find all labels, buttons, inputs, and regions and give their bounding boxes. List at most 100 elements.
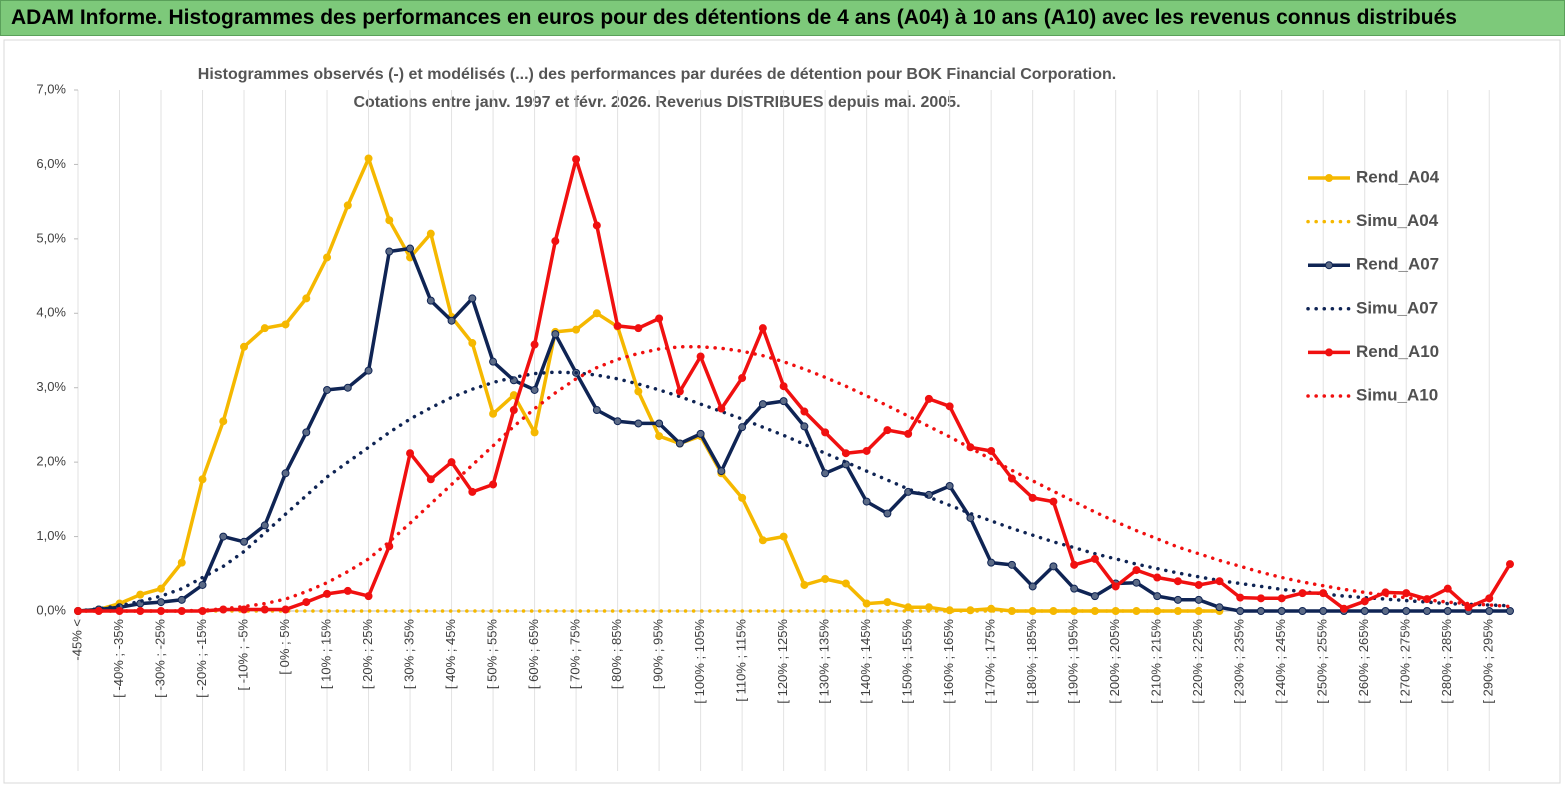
x-tick-label: [ 240% ; 245% (1273, 619, 1288, 704)
data-point (1360, 607, 1369, 615)
data-point (634, 324, 643, 333)
data-point (1007, 474, 1016, 483)
x-tick-label: [ -10% ; -5% (235, 619, 250, 691)
x-tick-label: [ 270% ; 275% (1398, 619, 1413, 704)
data-point (302, 428, 311, 437)
data-point (821, 574, 830, 583)
data-point (862, 497, 871, 506)
data-point (592, 309, 601, 318)
series-line (76, 345, 1512, 613)
x-tick-label: [ 70% ; 75% (568, 619, 583, 690)
x-tick-label: [ 120% ; 125% (775, 619, 790, 704)
data-point (1485, 594, 1494, 603)
x-tick-label: [ 190% ; 195% (1066, 619, 1081, 704)
data-point (468, 487, 477, 496)
data-point (883, 426, 892, 435)
data-point (447, 458, 456, 467)
data-point (738, 423, 747, 432)
data-point (1194, 580, 1203, 589)
data-point (675, 387, 684, 396)
x-tick-label: [ 180% ; 185% (1024, 619, 1039, 704)
data-point (1506, 560, 1514, 569)
data-point (364, 592, 373, 601)
data-point (1090, 554, 1099, 563)
data-point (1319, 607, 1328, 615)
data-point (260, 324, 269, 333)
data-point (1443, 607, 1452, 615)
x-tick-label: -45% < (69, 619, 84, 661)
data-point (1153, 573, 1162, 582)
data-point (1298, 607, 1307, 615)
data-point (904, 429, 913, 438)
legend-marker (1325, 261, 1333, 270)
data-point (821, 469, 830, 478)
data-point (426, 475, 435, 484)
data-point (841, 579, 850, 588)
data-point (426, 229, 435, 238)
data-point (323, 385, 332, 394)
legend-label: Rend_A04 (1356, 167, 1440, 186)
x-tick-label: [ 110% ; 115% (734, 619, 749, 702)
data-point (1298, 589, 1307, 598)
data-point (862, 446, 871, 455)
x-tick-label: [ 150% ; 155% (900, 619, 915, 704)
x-tick-label: [ 230% ; 235% (1232, 619, 1247, 704)
data-point (364, 366, 373, 375)
y-tick-label: 1,0% (36, 528, 66, 543)
data-point (1194, 595, 1203, 604)
data-point (738, 374, 747, 383)
data-point (219, 417, 228, 426)
legend-label: Simu_A07 (1356, 298, 1438, 317)
data-point (260, 521, 269, 530)
data-point (1485, 607, 1494, 615)
data-point (426, 296, 435, 305)
data-point (240, 605, 249, 614)
data-point (343, 586, 352, 595)
series-line (76, 370, 1512, 613)
data-point (177, 558, 186, 567)
data-point (655, 419, 664, 428)
data-point (468, 339, 477, 348)
series-line (77, 246, 1510, 613)
x-tick-label: [ -30% ; -25% (152, 619, 167, 698)
x-tick-label: [ 220% ; 225% (1190, 619, 1205, 704)
data-point (945, 481, 954, 490)
data-point (1215, 577, 1224, 586)
data-point (302, 294, 311, 303)
data-point (260, 605, 269, 614)
x-tick-label: [ -20% ; -15% (194, 619, 209, 698)
data-point (904, 603, 913, 612)
data-point (240, 342, 249, 351)
x-tick-label: [ 30% ; 35% (401, 619, 416, 690)
x-tick-label: [ 290% ; 295% (1481, 619, 1496, 704)
data-point (364, 154, 373, 163)
data-point (800, 422, 809, 431)
chart-title: Histogrammes observés (-) et modélisés (… (198, 66, 1116, 83)
data-point (966, 513, 975, 522)
data-point (779, 532, 788, 541)
data-point (1028, 493, 1037, 502)
data-point (987, 558, 996, 567)
data-point (551, 237, 560, 246)
data-point (1256, 594, 1265, 603)
data-point (1070, 584, 1079, 593)
data-point (343, 201, 352, 210)
data-point (779, 382, 788, 391)
data-point (655, 314, 664, 323)
x-tick-label: [ 170% ; 175% (983, 619, 998, 704)
data-point (572, 155, 581, 164)
data-point (1215, 603, 1224, 612)
data-point (509, 406, 518, 415)
header-title: ADAM Informe. Histogrammes des performan… (0, 0, 1565, 36)
data-point (613, 321, 622, 330)
x-tick-label: [ -40% ; -35% (111, 619, 126, 698)
chart-frame (3, 39, 1561, 784)
data-point (343, 383, 352, 392)
x-tick-label: [ 60% ; 65% (526, 619, 541, 690)
data-point (1402, 589, 1411, 598)
x-tick-label: [ 250% ; 255% (1315, 619, 1330, 704)
data-point (551, 330, 560, 339)
data-point (385, 247, 394, 256)
legend-label: Rend_A07 (1356, 255, 1439, 274)
data-point (1132, 566, 1141, 575)
